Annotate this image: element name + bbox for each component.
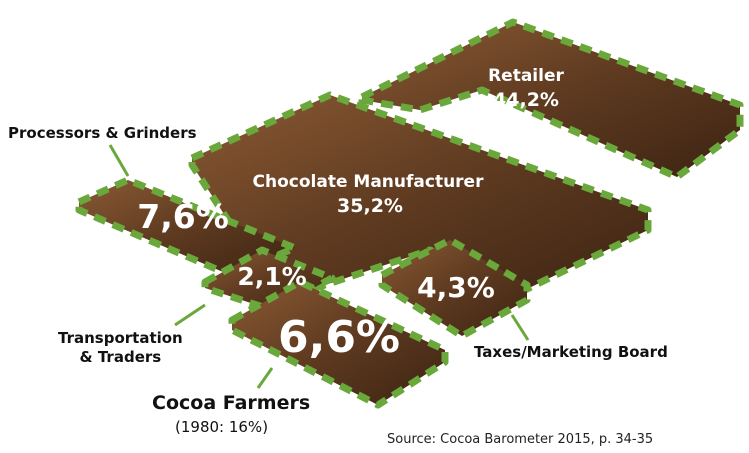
value-cocoa-farmers: 6,6% xyxy=(278,312,400,363)
slab-cocoa-farmers xyxy=(228,278,449,409)
leader-farmers xyxy=(256,367,274,389)
slab-transportation-traders xyxy=(201,246,336,314)
slab-retailer xyxy=(358,18,744,181)
label-transportation-line1: Transportation xyxy=(58,329,183,347)
label-retailer: Retailer xyxy=(488,66,564,86)
label-cocoa-farmers: Cocoa Farmers xyxy=(152,392,311,414)
slab-taxes-marketing-board xyxy=(378,236,531,340)
leader-transport xyxy=(174,303,206,327)
source-note: Source: Cocoa Barometer 2015, p. 34-35 xyxy=(387,432,654,447)
value-transportation-traders: 2,1% xyxy=(237,262,306,291)
leader-processors xyxy=(108,144,130,177)
label-taxes-marketing-board: Taxes/Marketing Board xyxy=(474,343,668,361)
sublabel-cocoa-farmers: (1980: 16%) xyxy=(175,418,269,436)
label-processors-grinders: Processors & Grinders xyxy=(8,124,197,142)
value-processors-grinders: 7,6% xyxy=(137,197,229,236)
label-transportation-traders: Transportation & Traders xyxy=(58,329,183,367)
label-transportation-line2: & Traders xyxy=(79,348,162,366)
value-chocolate-manufacturer: 35,2% xyxy=(337,195,403,217)
leader-taxes xyxy=(510,314,530,341)
value-taxes-marketing-board: 4,3% xyxy=(417,271,495,304)
value-retailer: 44,2% xyxy=(493,89,559,111)
label-chocolate-manufacturer: Chocolate Manufacturer xyxy=(253,172,485,192)
